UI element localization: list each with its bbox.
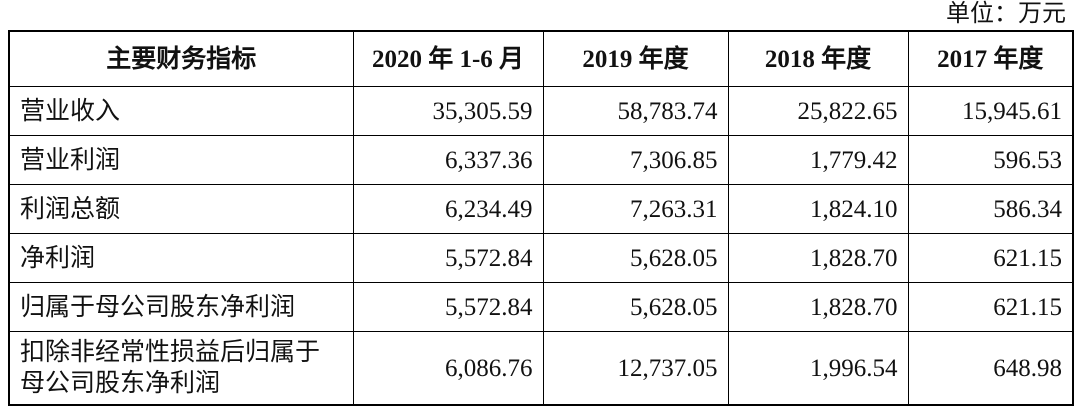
value-cell: 5,628.05 bbox=[542, 282, 729, 332]
value-cell: 35,305.59 bbox=[352, 86, 544, 136]
row-label: 净利润 bbox=[8, 233, 354, 283]
header-cell: 2017 年度 bbox=[907, 30, 1074, 87]
value-cell: 621.15 bbox=[907, 233, 1074, 283]
unit-label: 单位：万元 bbox=[946, 1, 1066, 27]
value-cell: 58,783.74 bbox=[542, 86, 729, 136]
header-cell: 2020 年 1-6 月 bbox=[352, 30, 544, 87]
row-label: 营业利润 bbox=[8, 135, 354, 185]
value-cell: 7,263.31 bbox=[542, 184, 729, 234]
table-row: 营业利润 6,337.36 7,306.85 1,779.42 596.53 bbox=[8, 135, 1074, 185]
value-cell: 12,737.05 bbox=[542, 331, 729, 406]
row-label: 营业收入 bbox=[8, 86, 354, 136]
row-label: 利润总额 bbox=[8, 184, 354, 234]
table-body: 营业收入 35,305.59 58,783.74 25,822.65 15,945.61… bbox=[8, 86, 1074, 406]
table-row: 利润总额 6,234.49 7,263.31 1,824.10 586.34 bbox=[8, 184, 1074, 234]
value-cell: 5,628.05 bbox=[542, 233, 729, 283]
value-cell: 621.15 bbox=[907, 282, 1074, 332]
value-cell: 6,086.76 bbox=[352, 331, 544, 406]
value-cell: 5,572.84 bbox=[352, 233, 544, 283]
header-cell: 2018 年度 bbox=[727, 30, 909, 87]
row-label: 扣除非经常性损益后归属于母公司股东净利润 bbox=[8, 331, 354, 406]
value-cell: 1,996.54 bbox=[727, 331, 909, 406]
value-cell: 648.98 bbox=[907, 331, 1074, 406]
table-row: 扣除非经常性损益后归属于母公司股东净利润 6,086.76 12,737.05 1,9… bbox=[8, 331, 1074, 406]
value-cell: 25,822.65 bbox=[727, 86, 909, 136]
value-cell: 7,306.85 bbox=[542, 135, 729, 185]
value-cell: 6,337.36 bbox=[352, 135, 544, 185]
header-cell: 主要财务指标 bbox=[8, 30, 354, 87]
value-cell: 586.34 bbox=[907, 184, 1074, 234]
value-cell: 1,828.70 bbox=[727, 282, 909, 332]
value-cell: 5,572.84 bbox=[352, 282, 544, 332]
value-cell: 15,945.61 bbox=[907, 86, 1074, 136]
table-row: 净利润 5,572.84 5,628.05 1,828.70 621.15 bbox=[8, 233, 1074, 283]
row-label: 归属于母公司股东净利润 bbox=[8, 282, 354, 332]
header-cell: 2019 年度 bbox=[542, 30, 729, 87]
financial-table: 主要财务指标 2020 年 1-6 月 2019 年度 2018 年度 2017 年度 … bbox=[8, 30, 1074, 406]
table-row: 归属于母公司股东净利润 5,572.84 5,628.05 1,828.70 621.1… bbox=[8, 282, 1074, 332]
table-row: 营业收入 35,305.59 58,783.74 25,822.65 15,945.61 bbox=[8, 86, 1074, 136]
value-cell: 596.53 bbox=[907, 135, 1074, 185]
value-cell: 1,824.10 bbox=[727, 184, 909, 234]
value-cell: 1,828.70 bbox=[727, 233, 909, 283]
value-cell: 1,779.42 bbox=[727, 135, 909, 185]
header-row: 主要财务指标 2020 年 1-6 月 2019 年度 2018 年度 2017 年度 bbox=[8, 30, 1074, 87]
value-cell: 6,234.49 bbox=[352, 184, 544, 234]
